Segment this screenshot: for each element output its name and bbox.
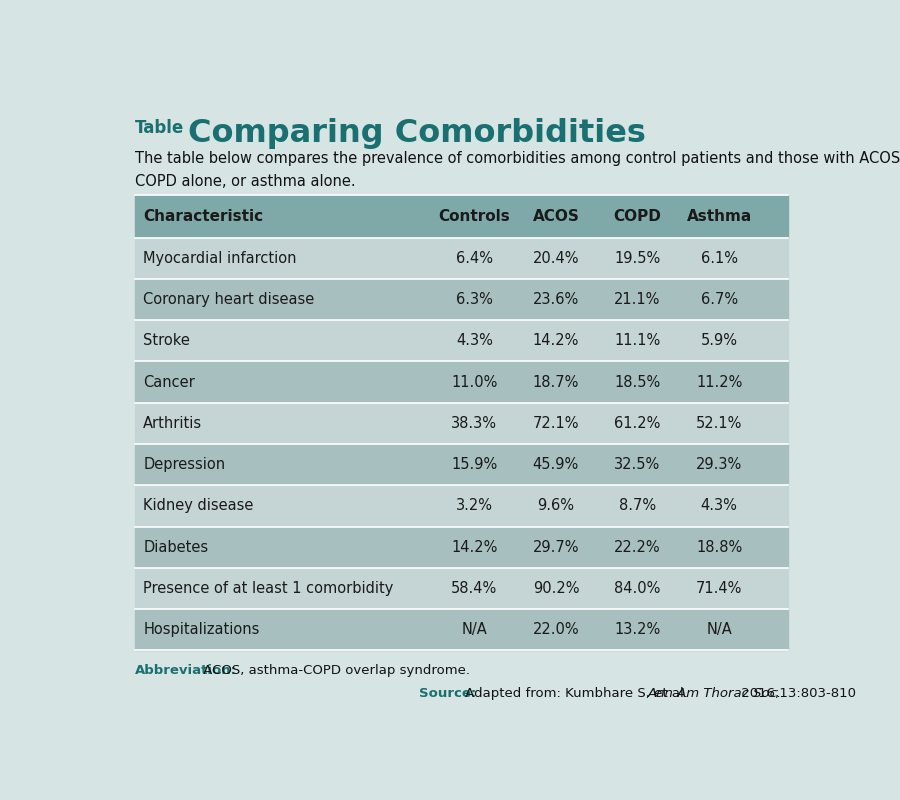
Text: 6.3%: 6.3% xyxy=(456,292,492,307)
Text: Kidney disease: Kidney disease xyxy=(143,498,254,514)
Text: 20.4%: 20.4% xyxy=(533,251,580,266)
Text: 15.9%: 15.9% xyxy=(451,457,498,472)
Text: 2016;13:803-810: 2016;13:803-810 xyxy=(737,687,857,700)
Text: The table below compares the prevalence of comorbidities among control patients : The table below compares the prevalence … xyxy=(135,151,900,190)
Text: 23.6%: 23.6% xyxy=(533,292,579,307)
Text: 19.5%: 19.5% xyxy=(615,251,661,266)
Text: 11.2%: 11.2% xyxy=(696,374,742,390)
Text: 61.2%: 61.2% xyxy=(615,416,661,431)
Text: 72.1%: 72.1% xyxy=(533,416,580,431)
Text: 14.2%: 14.2% xyxy=(533,334,579,348)
Bar xyxy=(135,320,788,362)
Text: Controls: Controls xyxy=(438,209,510,224)
Text: Adapted from: Kumbhare S, et al.: Adapted from: Kumbhare S, et al. xyxy=(461,687,692,700)
Text: 6.7%: 6.7% xyxy=(700,292,738,307)
Text: Hospitalizations: Hospitalizations xyxy=(143,622,259,638)
Text: 22.0%: 22.0% xyxy=(533,622,580,638)
Text: 4.3%: 4.3% xyxy=(456,334,492,348)
Text: 32.5%: 32.5% xyxy=(615,457,661,472)
Text: 29.7%: 29.7% xyxy=(533,540,580,554)
Text: COPD: COPD xyxy=(614,209,662,224)
Text: Table: Table xyxy=(135,119,184,138)
Bar xyxy=(135,444,788,486)
Text: 18.7%: 18.7% xyxy=(533,374,579,390)
Text: 18.5%: 18.5% xyxy=(615,374,661,390)
Text: 52.1%: 52.1% xyxy=(696,416,742,431)
Text: Presence of at least 1 comorbidity: Presence of at least 1 comorbidity xyxy=(143,581,393,596)
Text: Diabetes: Diabetes xyxy=(143,540,208,554)
Text: 3.2%: 3.2% xyxy=(455,498,493,514)
Bar xyxy=(135,279,788,320)
Bar xyxy=(135,486,788,526)
Text: 84.0%: 84.0% xyxy=(615,581,661,596)
Text: Arthritis: Arthritis xyxy=(143,416,202,431)
Text: N/A: N/A xyxy=(462,622,487,638)
Text: Ann Am Thorac Soc.: Ann Am Thorac Soc. xyxy=(648,687,782,700)
Text: Source:: Source: xyxy=(419,687,477,700)
Text: 11.0%: 11.0% xyxy=(451,374,498,390)
Text: 90.2%: 90.2% xyxy=(533,581,580,596)
Text: Depression: Depression xyxy=(143,457,225,472)
Bar xyxy=(135,238,788,279)
Text: Asthma: Asthma xyxy=(687,209,752,224)
Text: 14.2%: 14.2% xyxy=(451,540,498,554)
Text: 9.6%: 9.6% xyxy=(537,498,574,514)
Text: 13.2%: 13.2% xyxy=(615,622,661,638)
Text: 8.7%: 8.7% xyxy=(619,498,656,514)
Text: 22.2%: 22.2% xyxy=(614,540,661,554)
Bar xyxy=(135,362,788,402)
Text: 18.8%: 18.8% xyxy=(696,540,742,554)
Text: Stroke: Stroke xyxy=(143,334,190,348)
Text: 6.1%: 6.1% xyxy=(700,251,738,266)
Text: Cancer: Cancer xyxy=(143,374,195,390)
Text: 38.3%: 38.3% xyxy=(451,416,498,431)
Text: Comparing Comorbidities: Comparing Comorbidities xyxy=(188,118,645,149)
Text: 21.1%: 21.1% xyxy=(615,292,661,307)
Text: 71.4%: 71.4% xyxy=(696,581,742,596)
Text: 11.1%: 11.1% xyxy=(615,334,661,348)
Bar xyxy=(135,194,788,238)
Bar xyxy=(135,402,788,444)
Text: 6.4%: 6.4% xyxy=(455,251,493,266)
Text: Coronary heart disease: Coronary heart disease xyxy=(143,292,314,307)
Bar xyxy=(135,526,788,568)
Text: 58.4%: 58.4% xyxy=(451,581,498,596)
Text: ACOS: ACOS xyxy=(533,209,580,224)
Text: 5.9%: 5.9% xyxy=(700,334,738,348)
Text: 45.9%: 45.9% xyxy=(533,457,579,472)
Text: Abbreviation:: Abbreviation: xyxy=(135,664,237,677)
Text: ACOS, asthma-COPD overlap syndrome.: ACOS, asthma-COPD overlap syndrome. xyxy=(199,664,470,677)
Bar xyxy=(135,609,788,650)
Text: Myocardial infarction: Myocardial infarction xyxy=(143,251,297,266)
Text: Characteristic: Characteristic xyxy=(143,209,264,224)
Text: 29.3%: 29.3% xyxy=(696,457,742,472)
Text: N/A: N/A xyxy=(706,622,732,638)
Text: 4.3%: 4.3% xyxy=(701,498,738,514)
Bar xyxy=(135,568,788,609)
